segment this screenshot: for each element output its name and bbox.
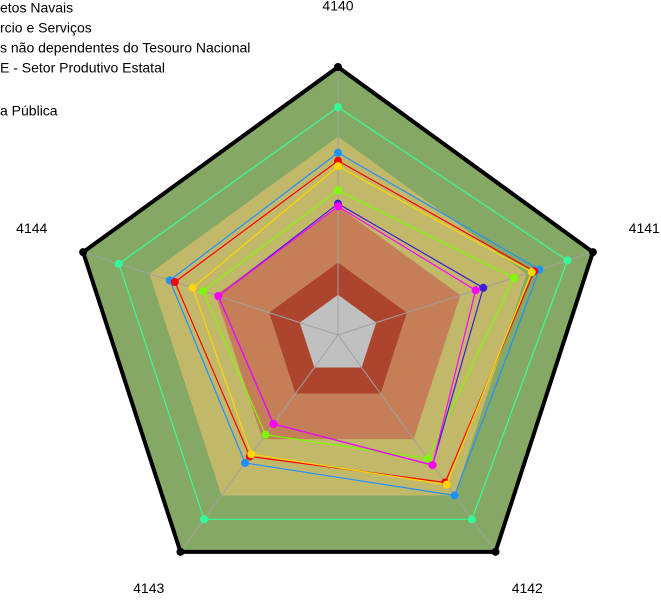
- series-point: [114, 259, 123, 268]
- axis-line: [82, 251, 339, 336]
- series-point: [334, 162, 342, 171]
- series-point: [563, 256, 572, 265]
- series-point: [334, 148, 342, 157]
- axis-line: [180, 334, 339, 553]
- series-point: [479, 283, 488, 292]
- series-point: [471, 286, 480, 295]
- vertex-dot: [588, 248, 597, 257]
- series-point: [241, 458, 250, 467]
- axis-label: 4143: [133, 580, 164, 596]
- vertex-dot: [334, 63, 342, 71]
- series-point: [334, 202, 342, 211]
- legend-label: rcio e Serviços: [0, 20, 92, 36]
- series-point: [261, 430, 270, 439]
- series-point: [442, 480, 451, 489]
- series-point: [509, 273, 518, 282]
- axis-label: 4140: [322, 0, 353, 14]
- vertex-dot: [79, 248, 88, 257]
- series-point: [428, 461, 437, 470]
- series-point: [450, 491, 459, 500]
- series-line: [217, 205, 477, 466]
- axis-line: [337, 251, 594, 336]
- axis-label: 4141: [629, 220, 660, 236]
- series-point: [423, 454, 432, 463]
- vertex-dot: [491, 547, 500, 556]
- series-point: [188, 283, 197, 292]
- series-point: [527, 268, 536, 277]
- series-point: [334, 103, 342, 112]
- vertex-dot: [176, 547, 185, 556]
- series-line: [118, 106, 569, 520]
- series-point: [214, 292, 223, 301]
- series-point: [334, 186, 342, 195]
- series-point: [247, 450, 256, 459]
- axis-label: 4144: [16, 220, 47, 236]
- outer-frame: [80, 64, 596, 554]
- series-point: [467, 515, 476, 524]
- legend-label: s não dependentes do Tesouro Nacional: [0, 40, 250, 56]
- series-line: [169, 152, 541, 497]
- legend-label: etos Navais: [0, 0, 73, 16]
- series-point: [269, 419, 278, 428]
- series-point: [198, 287, 207, 296]
- axis-line: [337, 334, 496, 553]
- series-point: [200, 515, 209, 524]
- series-line: [202, 189, 515, 460]
- axis-label: 4142: [512, 580, 543, 596]
- series-point: [170, 277, 179, 286]
- legend-label: E - Setor Produtivo Estatal: [0, 60, 165, 76]
- legend-label: a Pública: [0, 103, 58, 119]
- series-line: [192, 165, 533, 486]
